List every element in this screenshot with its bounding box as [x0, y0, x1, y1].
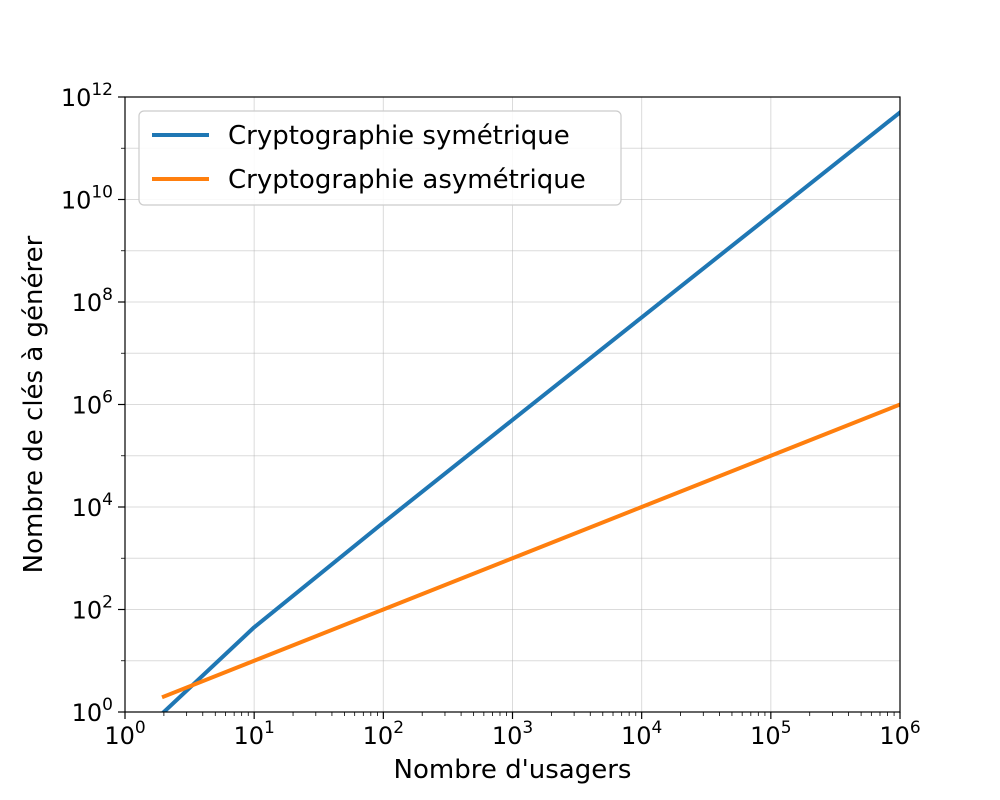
- legend-label: Cryptographie symétrique: [228, 121, 570, 151]
- legend-label: Cryptographie asymétrique: [228, 165, 586, 195]
- x-tick-label: 100: [104, 718, 145, 750]
- y-tick-label: 100: [72, 695, 113, 727]
- plot-lines: [161, 109, 900, 712]
- series-line-1: [161, 109, 900, 712]
- x-axis-label: Nombre d'usagers: [394, 755, 632, 785]
- legend-box: [138, 110, 622, 206]
- x-tick-label: 101: [233, 718, 274, 750]
- legend: Cryptographie symétrique Cryptographie as…: [138, 110, 622, 206]
- series-line-2: [161, 402, 900, 700]
- y-tick-label: 1010: [61, 183, 113, 215]
- x-tick-label: 105: [750, 718, 791, 750]
- x-tick-label: 103: [492, 718, 533, 750]
- y-tick-label: 108: [72, 285, 113, 317]
- y-tick-label: 1012: [61, 80, 113, 112]
- y-tick-label: 104: [72, 490, 113, 522]
- axis-ticks: 100 101 102 103 104 105 106 100 102 104 106 108 1010…: [61, 80, 921, 750]
- y-tick-label: 106: [72, 388, 113, 420]
- y-tick-label: 102: [72, 593, 113, 625]
- x-tick-label: 102: [363, 718, 404, 750]
- y-axis-label: Nombre de clés à générer: [19, 235, 49, 573]
- x-tick-label: 104: [621, 718, 662, 750]
- x-tick-label: 106: [879, 718, 920, 750]
